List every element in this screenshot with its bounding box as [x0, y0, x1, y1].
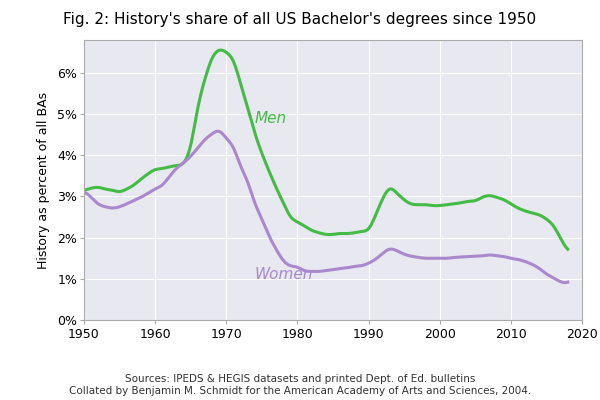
Text: Sources: IPEDS & HEGIS datasets and printed Dept. of Ed. bulletins
Collated by B: Sources: IPEDS & HEGIS datasets and prin… [69, 374, 531, 396]
Text: Fig. 2: History's share of all US Bachelor's degrees since 1950: Fig. 2: History's share of all US Bachel… [64, 12, 536, 27]
Text: Men: Men [255, 111, 287, 126]
Text: Women: Women [255, 267, 313, 282]
Y-axis label: History as percent of all BAs: History as percent of all BAs [37, 92, 50, 268]
